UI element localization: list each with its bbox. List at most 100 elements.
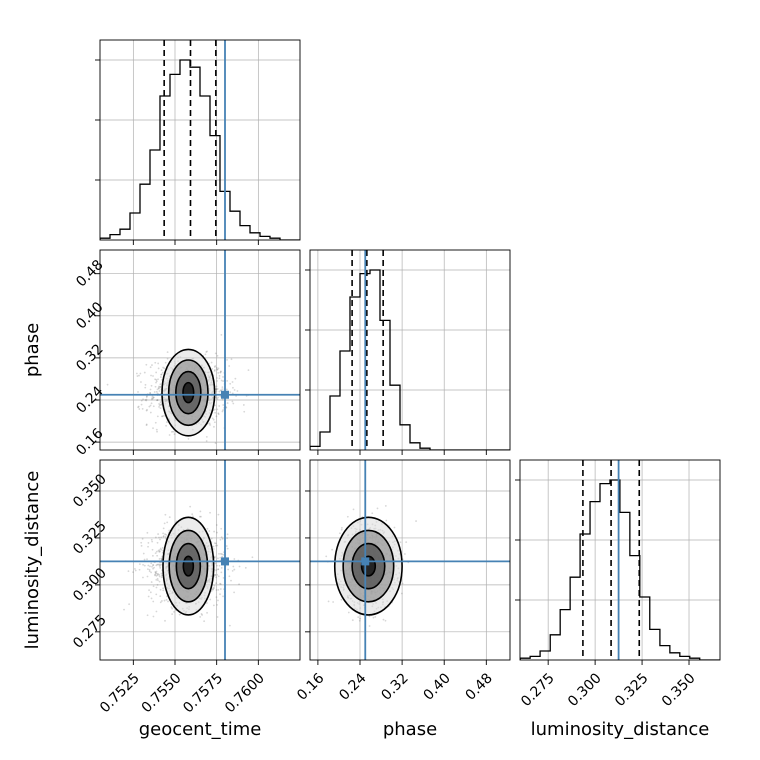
sample-point <box>159 376 162 378</box>
sample-point <box>216 408 219 411</box>
histogram-bin <box>200 96 210 240</box>
sample-point <box>172 430 175 433</box>
density-geocent_time-luminosity_distance <box>100 460 300 660</box>
x-tick-label: 0.275 <box>518 670 558 710</box>
sample-point <box>146 558 148 561</box>
sample-point <box>173 610 175 613</box>
sample-point <box>157 573 160 575</box>
histogram-bin <box>600 484 610 660</box>
sample-point <box>148 568 151 571</box>
histogram-bin <box>660 646 670 660</box>
histogram-step-line <box>310 269 510 450</box>
sample-point <box>368 625 371 627</box>
histogram-bin <box>630 556 640 660</box>
sample-point <box>213 555 216 558</box>
sample-point <box>140 541 143 544</box>
sample-point <box>229 382 232 385</box>
sample-point <box>217 557 219 560</box>
sample-point <box>154 421 157 424</box>
sample-point <box>221 555 224 558</box>
sample-point <box>154 361 157 364</box>
sample-point <box>150 374 152 377</box>
sample-point <box>152 600 155 603</box>
sample-point <box>147 564 150 567</box>
sample-point <box>404 553 406 555</box>
sample-point <box>153 391 156 393</box>
sample-point <box>219 370 222 373</box>
sample-point <box>150 597 153 600</box>
sample-point <box>221 553 223 556</box>
sample-point <box>145 399 148 402</box>
sample-point <box>152 375 154 377</box>
sample-point <box>215 415 218 418</box>
sample-point <box>191 515 194 518</box>
sample-point <box>215 387 218 390</box>
sample-point <box>160 373 163 376</box>
histogram-bin <box>340 351 350 450</box>
histogram-bin <box>130 213 140 240</box>
sample-point <box>157 579 159 582</box>
histogram-phase <box>310 250 510 450</box>
sample-point <box>340 528 343 531</box>
sample-point <box>165 424 167 427</box>
sample-point <box>152 564 154 567</box>
sample-point <box>216 603 218 606</box>
sample-point <box>146 408 148 411</box>
sample-point <box>146 568 149 571</box>
x-tick-label: 0.32 <box>378 670 411 703</box>
sample-point <box>171 613 174 616</box>
sample-point <box>346 515 349 518</box>
sample-point <box>225 545 228 547</box>
sample-point <box>158 573 161 576</box>
sample-point <box>220 536 223 538</box>
sample-point <box>209 424 211 426</box>
sample-point <box>157 549 160 552</box>
sample-point <box>215 388 218 391</box>
sample-point <box>214 408 216 411</box>
sample-point <box>157 378 159 381</box>
sample-point <box>157 362 160 365</box>
sample-point <box>149 565 151 568</box>
sample-point <box>213 556 216 559</box>
sample-point <box>138 563 141 566</box>
sample-point <box>209 598 212 601</box>
sample-point <box>213 425 215 428</box>
sample-point <box>150 402 153 405</box>
sample-point <box>156 572 159 575</box>
sample-point <box>156 399 158 402</box>
sample-point <box>163 367 166 370</box>
sample-point <box>216 616 219 618</box>
sample-point <box>160 576 163 579</box>
histogram-bin <box>400 425 410 450</box>
sample-point <box>160 600 163 602</box>
sample-point <box>340 526 343 529</box>
sample-point <box>215 576 218 579</box>
x-tick-label: 0.40 <box>420 670 453 703</box>
truth-marker <box>221 390 229 399</box>
sample-point <box>146 395 148 398</box>
sample-point <box>212 588 214 590</box>
sample-point <box>159 595 162 598</box>
sample-point <box>231 381 234 383</box>
sample-point <box>156 462 158 464</box>
sample-point <box>149 388 152 391</box>
sample-point <box>138 568 141 571</box>
panel-grid <box>100 40 300 240</box>
sample-point <box>159 385 162 388</box>
sample-point <box>222 409 224 411</box>
x-tick-label: 0.7575 <box>180 670 226 716</box>
sample-point <box>216 564 218 567</box>
y-axis-label: phase <box>22 323 43 377</box>
sample-point <box>155 381 157 384</box>
sample-point <box>151 397 154 400</box>
sample-point <box>215 396 218 399</box>
sample-point <box>217 588 220 591</box>
sample-point <box>208 530 211 532</box>
sample-point <box>213 369 216 371</box>
sample-point <box>152 405 155 408</box>
sample-point <box>154 536 157 539</box>
sample-point <box>160 403 163 406</box>
sample-point <box>218 552 220 555</box>
sample-point <box>149 366 152 369</box>
sample-point <box>142 576 144 579</box>
